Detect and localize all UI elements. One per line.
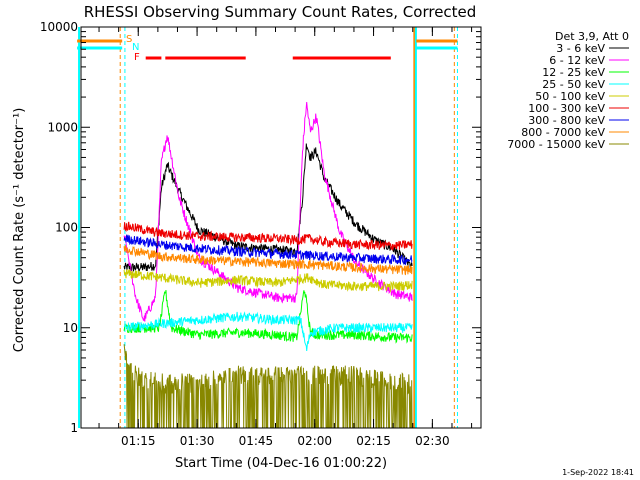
chart-title: RHESSI Observing Summary Count Rates, Co… xyxy=(84,3,477,21)
footer-date: 1-Sep-2022 18:41 xyxy=(562,468,634,477)
legend-label-7: 800 - 7000 keV xyxy=(521,126,605,139)
legend-label-3: 25 - 50 keV xyxy=(542,78,605,91)
y-tick-label: 100 xyxy=(55,221,78,235)
series-line-1 xyxy=(123,101,413,322)
legend-label-0: 3 - 6 keV xyxy=(556,42,605,55)
series-line-3 xyxy=(123,311,413,351)
flag-letter-s: S xyxy=(126,34,132,45)
x-tick-label: 02:30 xyxy=(415,434,450,448)
legend-label-5: 100 - 300 keV xyxy=(528,102,605,115)
y-tick-label: 1 xyxy=(70,421,78,435)
y-tick-label: 10000 xyxy=(40,20,78,34)
series-line-6 xyxy=(123,234,413,266)
plot-marks: SNF xyxy=(77,27,458,429)
x-tick-label: 02:00 xyxy=(297,434,332,448)
legend-label-1: 6 - 12 keV xyxy=(549,54,605,67)
series-line-5 xyxy=(123,221,413,251)
y-tick-label: 1000 xyxy=(47,120,78,134)
y-axis-label: Corrected Count Rate (s⁻¹ detector⁻¹) xyxy=(12,108,27,353)
series-line-8 xyxy=(123,344,413,429)
legend-header: Det 3,9, Att 0 xyxy=(555,30,629,43)
legend-label-4: 50 - 100 keV xyxy=(535,90,605,103)
axes: 1 10 100 1000 10000 01:15 01:30 01:45 02:00 02:15… xyxy=(40,20,481,448)
series-line-2 xyxy=(123,290,413,344)
legend-label-8: 7000 - 15000 keV xyxy=(507,138,605,151)
x-tick-label: 01:45 xyxy=(239,434,274,448)
x-tick-label: 02:15 xyxy=(356,434,391,448)
x-tick-label: 01:30 xyxy=(180,434,215,448)
series-line-4 xyxy=(123,269,413,293)
series-line-0 xyxy=(123,143,413,272)
series-line-7 xyxy=(123,245,413,276)
legend-label-6: 300 - 800 keV xyxy=(528,114,605,127)
y-tick-label: 10 xyxy=(63,321,78,335)
x-tick-label: 01:15 xyxy=(121,434,156,448)
flag-letter-f: F xyxy=(134,52,140,63)
legend-label-2: 12 - 25 keV xyxy=(542,66,605,79)
x-axis-label: Start Time (04-Dec-16 01:00:22) xyxy=(175,456,387,471)
flag-letter-n: N xyxy=(132,42,139,53)
